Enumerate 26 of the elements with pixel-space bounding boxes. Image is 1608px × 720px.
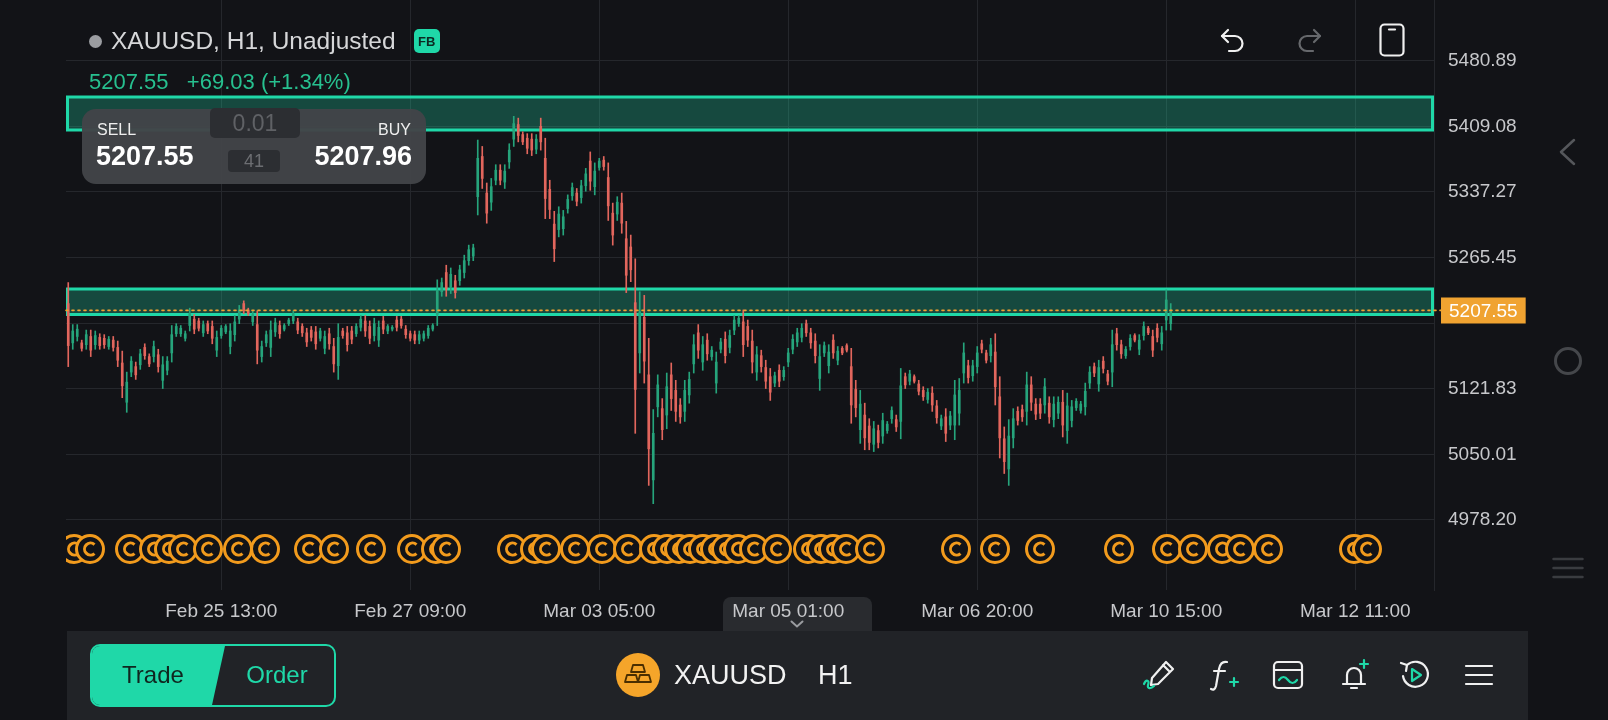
x-tick-label: Mar 12 11:00 <box>1299 599 1411 621</box>
annotation: 5207.55 <box>96 141 194 171</box>
x-tick-label: Mar 03 05:00 <box>543 599 656 621</box>
annotation: SELL <box>97 121 137 138</box>
x-tick-label: Mar 06 20:00 <box>921 599 1034 621</box>
x-tick-label: Feb 27 09:00 <box>354 599 467 621</box>
toggle-switch: Trade Order <box>90 644 336 707</box>
text: XAUUSD, H1, Unadjusted <box>111 27 396 54</box>
x-tick-label: Feb 25 13:00 <box>165 599 278 621</box>
annotation: 5207.96 <box>314 141 412 171</box>
y-tick-label: 5265.45 <box>1448 245 1517 267</box>
bottom-panel: Trade Order XAUUSD H1 <box>67 631 1528 720</box>
text: 5207.55 +69.03 (+1.34%) <box>89 69 351 94</box>
y-tick-label: 5050.01 <box>1448 442 1517 464</box>
y-tick-label: 5337.27 <box>1448 180 1517 202</box>
count-field: 41 <box>228 150 280 172</box>
y-tick-label: 5480.89 <box>1448 48 1517 70</box>
y-tick-label: 5409.08 <box>1448 114 1517 136</box>
badge: FB <box>413 29 440 53</box>
annotation: 41 <box>243 150 265 172</box>
ref-line-label: 5207.55 <box>1449 299 1518 321</box>
annotation: BUY <box>378 121 411 138</box>
x-tick-label: Mar 05 01:00 <box>732 599 845 621</box>
y-tick-label: 4978.20 <box>1448 508 1517 530</box>
y-tick-label: 5121.83 <box>1448 376 1517 398</box>
x-tick-label: Mar 10 15:00 <box>1110 599 1223 621</box>
